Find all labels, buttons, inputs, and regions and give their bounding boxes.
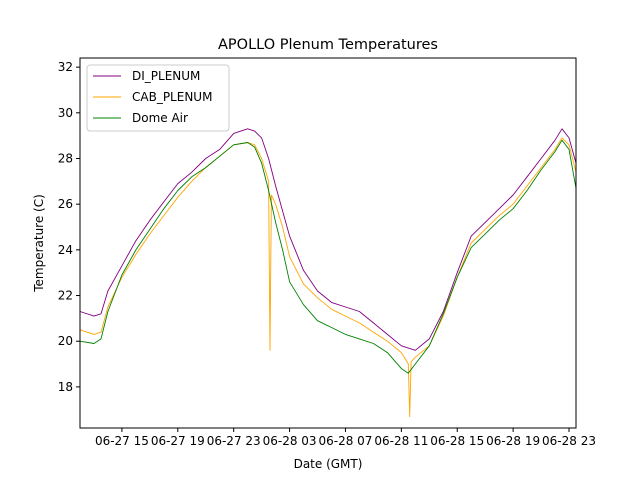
y-tick-label: 26 [58, 197, 73, 211]
x-tick-label: 06-28 03 [263, 434, 317, 448]
y-tick-label: 18 [58, 380, 73, 394]
series-line-dome-air [79, 139, 577, 374]
x-tick-label: 06-28 23 [542, 434, 596, 448]
x-tick-label: 06-28 19 [486, 434, 540, 448]
x-axis-ticks: 06-27 15 06-27 19 06-27 23 06-28 03 06-28 07… [95, 428, 596, 448]
legend: DI_PLENUM CAB_PLENUM Dome Air [86, 64, 230, 132]
y-tick-label: 30 [58, 106, 73, 120]
legend-box [86, 64, 230, 132]
plot-area [79, 57, 577, 429]
y-axis-ticks: 18 20 22 24 26 28 30 32 [58, 60, 80, 394]
series-line-cab-plenum [79, 137, 577, 418]
y-axis-label: Temperature (C) [32, 194, 46, 293]
chart-title: APOLLO Plenum Temperatures [218, 37, 438, 53]
axes-frame [79, 57, 577, 429]
x-tick-label: 06-28 11 [374, 434, 428, 448]
legend-label: CAB_PLENUM [132, 90, 212, 104]
x-tick-label: 06-28 07 [318, 434, 372, 448]
legend-label: DI_PLENUM [132, 69, 200, 83]
x-tick-label: 06-27 23 [207, 434, 261, 448]
legend-label: Dome Air [132, 111, 188, 125]
y-tick-label: 24 [58, 243, 73, 257]
y-tick-label: 20 [58, 334, 73, 348]
y-tick-label: 28 [58, 151, 73, 165]
series-line-di-plenum [79, 128, 577, 351]
x-tick-label: 06-28 15 [430, 434, 484, 448]
y-tick-label: 32 [58, 60, 73, 74]
y-tick-label: 22 [58, 289, 73, 303]
x-tick-label: 06-27 19 [151, 434, 205, 448]
x-tick-label: 06-27 15 [95, 434, 149, 448]
series-lines [79, 128, 577, 418]
x-axis-label: Date (GMT) [294, 457, 363, 471]
